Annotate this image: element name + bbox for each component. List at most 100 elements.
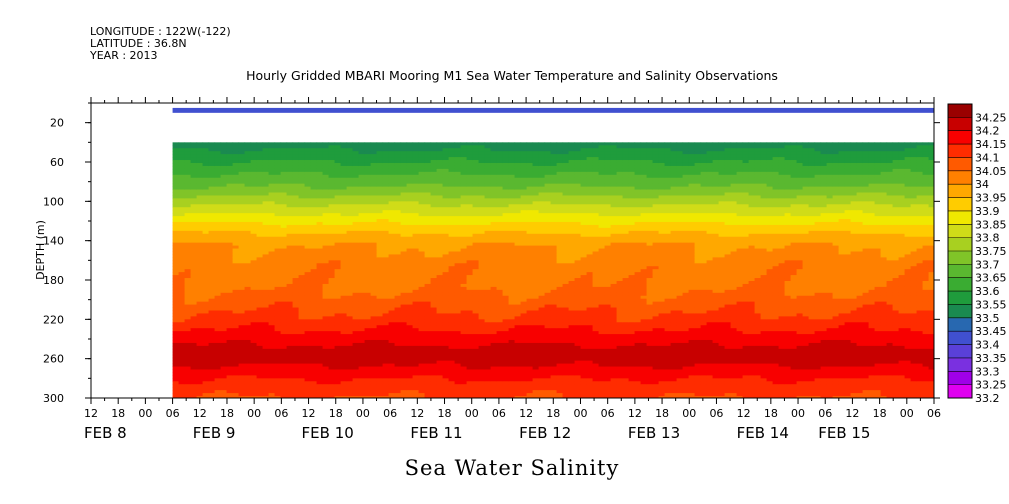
salinity-cell	[274, 248, 282, 252]
salinity-cell	[286, 221, 294, 226]
salinity-cell	[322, 345, 330, 350]
salinity-cell	[322, 216, 330, 220]
salinity-cell	[298, 204, 306, 208]
salinity-cell	[196, 328, 204, 332]
salinity-cell	[430, 266, 438, 270]
salinity-cell	[496, 357, 504, 362]
salinity-cell	[412, 354, 420, 359]
salinity-cell	[178, 366, 186, 370]
salinity-cell	[364, 165, 372, 170]
salinity-cell	[340, 304, 348, 309]
salinity-cell	[322, 325, 330, 329]
salinity-cell	[388, 180, 396, 185]
salinity-cell	[220, 192, 228, 196]
salinity-cell	[208, 245, 216, 250]
salinity-cell	[334, 278, 342, 282]
salinity-cell	[214, 304, 222, 309]
salinity-cell	[370, 331, 378, 335]
salinity-cell	[214, 266, 222, 270]
salinity-cell	[268, 363, 276, 368]
salinity-cell	[262, 160, 270, 164]
salinity-cell	[304, 263, 312, 267]
salinity-cell	[250, 348, 258, 353]
salinity-cell	[400, 280, 408, 285]
salinity-cell	[460, 239, 468, 244]
salinity-cell	[430, 357, 438, 362]
salinity-cell	[358, 177, 366, 182]
salinity-cell	[292, 213, 300, 217]
salinity-cell	[376, 295, 384, 300]
salinity-cell	[238, 224, 246, 229]
salinity-cell	[508, 331, 516, 335]
salinity-cell	[502, 189, 510, 193]
salinity-cell	[394, 254, 402, 258]
salinity-cell	[370, 278, 378, 282]
salinity-cell	[442, 213, 450, 217]
salinity-cell	[286, 354, 294, 359]
salinity-cell	[442, 334, 450, 338]
salinity-cell	[328, 204, 336, 208]
salinity-cell	[400, 254, 408, 258]
salinity-cell	[190, 280, 198, 285]
salinity-cell	[184, 157, 192, 161]
salinity-cell	[304, 369, 312, 373]
salinity-cell	[436, 289, 444, 294]
salinity-cell	[322, 213, 330, 217]
salinity-cell	[208, 337, 216, 341]
salinity-cell	[340, 219, 348, 223]
salinity-cell	[196, 301, 204, 306]
salinity-cell	[418, 266, 426, 270]
salinity-cell	[424, 363, 432, 368]
salinity-cell	[238, 233, 246, 238]
salinity-cell	[358, 357, 366, 362]
salinity-cell	[352, 186, 360, 191]
salinity-cell	[484, 301, 492, 306]
salinity-cell	[298, 257, 306, 261]
salinity-cell	[172, 162, 180, 167]
salinity-cell	[202, 142, 210, 146]
salinity-cell	[442, 313, 450, 317]
salinity-cell	[262, 366, 270, 370]
salinity-cell	[244, 160, 252, 164]
salinity-cell	[454, 180, 462, 185]
salinity-cell	[478, 263, 486, 267]
salinity-cell	[214, 351, 222, 356]
salinity-cell	[292, 260, 300, 264]
salinity-cell	[442, 331, 450, 335]
salinity-cell	[352, 348, 360, 353]
salinity-cell	[352, 390, 360, 394]
salinity-cell	[418, 233, 426, 238]
salinity-cell	[178, 331, 186, 335]
salinity-cell	[484, 162, 492, 167]
salinity-cell	[190, 304, 198, 309]
salinity-cell	[304, 381, 312, 385]
salinity-cell	[238, 387, 246, 391]
salinity-cell	[190, 360, 198, 365]
salinity-cell	[202, 180, 210, 185]
salinity-cell	[274, 221, 282, 226]
salinity-cell	[220, 171, 228, 176]
salinity-cell	[190, 266, 198, 270]
salinity-cell	[400, 236, 408, 241]
salinity-cell	[250, 322, 258, 326]
salinity-cell	[460, 307, 468, 311]
salinity-cell	[190, 393, 198, 397]
salinity-cell	[304, 154, 312, 158]
salinity-cell	[274, 310, 282, 314]
salinity-cell	[406, 151, 414, 155]
salinity-cell	[208, 233, 216, 238]
salinity-cell	[226, 236, 234, 241]
salinity-cell	[514, 157, 522, 161]
salinity-cell	[508, 192, 516, 196]
salinity-cell	[190, 278, 198, 282]
salinity-cell	[376, 337, 384, 341]
salinity-cell	[460, 171, 468, 176]
salinity-cell	[388, 275, 396, 279]
salinity-cell	[472, 233, 480, 238]
salinity-cell	[220, 213, 228, 217]
salinity-cell	[178, 154, 186, 158]
salinity-cell	[184, 289, 192, 294]
salinity-cell	[382, 157, 390, 161]
salinity-cell	[436, 198, 444, 202]
salinity-cell	[310, 289, 318, 294]
